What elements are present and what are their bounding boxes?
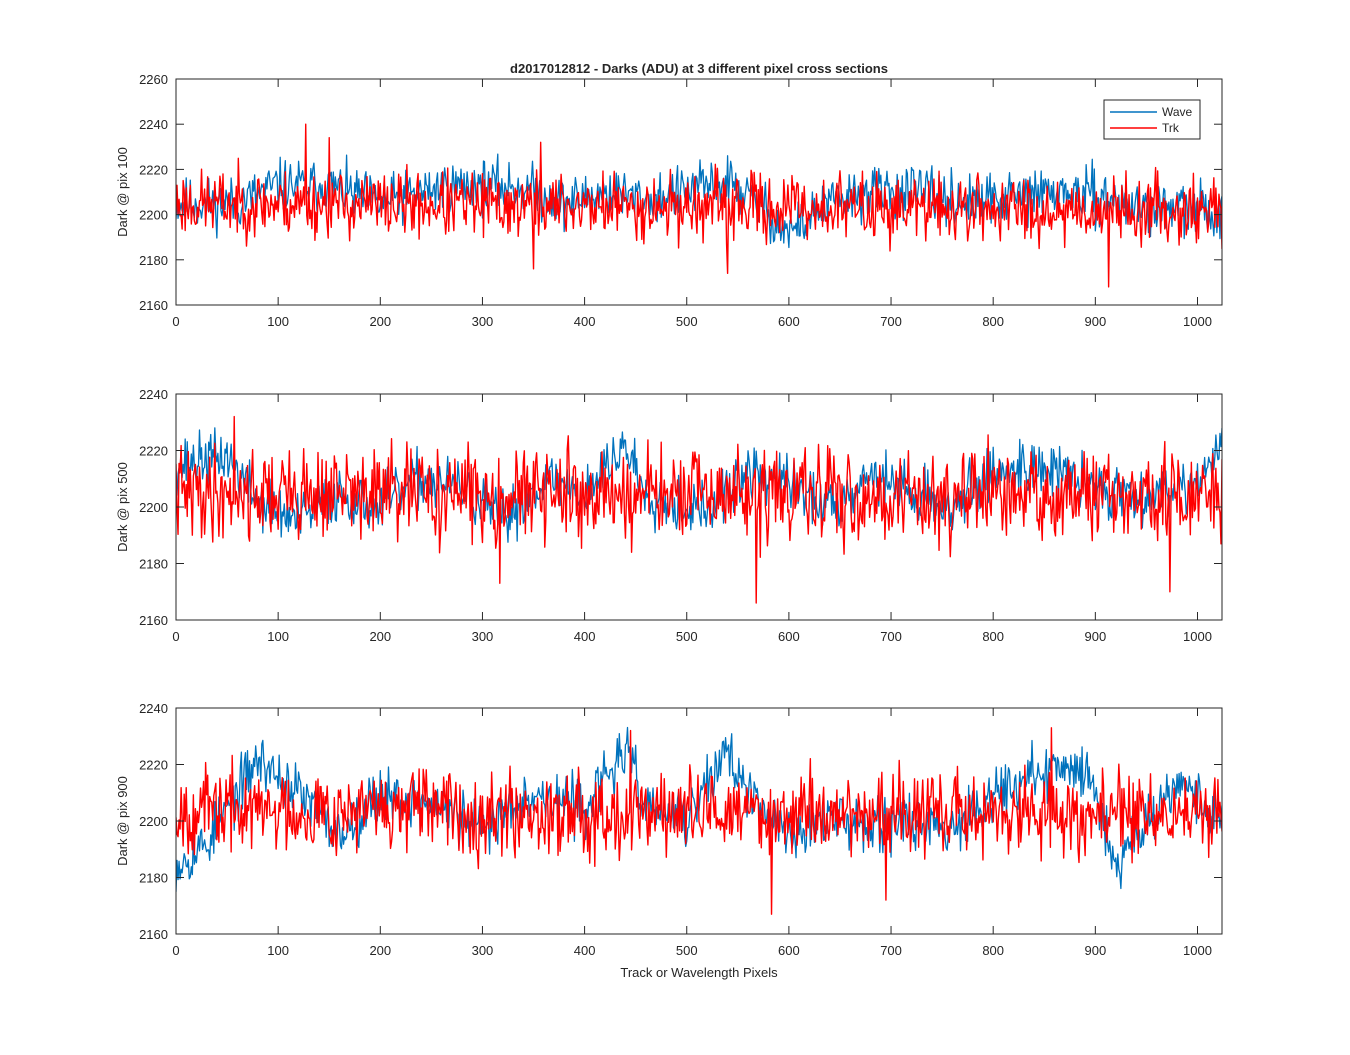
x-tick-label: 600 [778, 314, 800, 329]
x-tick-label: 900 [1084, 629, 1106, 644]
series-trk-line-panel-2 [176, 415, 1222, 604]
x-axis-label: Track or Wavelength Pixels [620, 965, 778, 980]
y-tick-label: 2160 [139, 613, 168, 628]
panel-1: 0 100 200 300 400 500 600 700 800 900 1000 2160 2180… [115, 72, 1223, 329]
x-tick-label: 600 [778, 943, 800, 958]
y-axis-label-panel-2: Dark @ pix 500 [115, 462, 130, 552]
x-tick-label: 700 [880, 629, 902, 644]
legend: Wave Trk [1103, 99, 1201, 140]
legend-label-wave: Wave [1162, 105, 1193, 119]
panel-2: 0 100 200 300 400 500 600 700 800 900 1000 2160 2180… [115, 387, 1223, 644]
x-tick-label: 500 [676, 943, 698, 958]
x-tick-label: 1000 [1183, 314, 1212, 329]
panel-3: 0 100 200 300 400 500 600 700 800 900 1000 2160 2180… [115, 701, 1223, 958]
x-tick-label: 1000 [1183, 629, 1212, 644]
y-axis-label-panel-1: Dark @ pix 100 [115, 147, 130, 237]
x-tick-label: 300 [472, 314, 494, 329]
y-tick-label: 2180 [139, 557, 168, 572]
y-tick-label: 2220 [139, 162, 168, 177]
y-tick-label: 2260 [139, 72, 168, 87]
y-tick-label: 2240 [139, 387, 168, 402]
x-tick-label: 900 [1084, 943, 1106, 958]
y-tick-label: 2180 [139, 253, 168, 268]
x-tick-label: 0 [172, 314, 179, 329]
chart-title: d2017012812 - Darks (ADU) at 3 different… [510, 61, 888, 76]
x-tick-label: 1000 [1183, 943, 1212, 958]
x-tick-label: 0 [172, 629, 179, 644]
x-tick-label: 300 [472, 629, 494, 644]
x-tick-label: 400 [574, 943, 596, 958]
x-tick-label: 100 [267, 943, 289, 958]
y-axis-label-panel-3: Dark @ pix 900 [115, 776, 130, 866]
x-tick-label: 800 [982, 943, 1004, 958]
y-tick-label: 2160 [139, 927, 168, 942]
x-tick-label: 300 [472, 943, 494, 958]
x-tick-label: 400 [574, 314, 596, 329]
x-tick-label: 200 [369, 943, 391, 958]
x-tick-label: 200 [369, 629, 391, 644]
axes-box-panel-1 [175, 78, 1223, 306]
y-tick-label: 2180 [139, 871, 168, 886]
y-tick-label: 2200 [139, 500, 168, 515]
y-tick-label: 2220 [139, 444, 168, 459]
x-tick-label: 900 [1084, 314, 1106, 329]
y-tick-label: 2240 [139, 701, 168, 716]
x-tick-label: 800 [982, 629, 1004, 644]
legend-label-trk: Trk [1162, 121, 1180, 135]
y-tick-label: 2240 [139, 117, 168, 132]
x-tick-label: 100 [267, 629, 289, 644]
x-tick-label: 700 [880, 314, 902, 329]
x-tick-label: 500 [676, 314, 698, 329]
x-tick-label: 700 [880, 943, 902, 958]
series-trk-line-panel-1 [176, 123, 1222, 288]
x-tick-label: 600 [778, 629, 800, 644]
x-tick-label: 400 [574, 629, 596, 644]
x-tick-label: 0 [172, 943, 179, 958]
x-tick-label: 200 [369, 314, 391, 329]
x-tick-label: 100 [267, 314, 289, 329]
x-tick-label: 500 [676, 629, 698, 644]
y-tick-label: 2160 [139, 298, 168, 313]
y-tick-label: 2220 [139, 758, 168, 773]
x-tick-label: 800 [982, 314, 1004, 329]
series-trk-line-panel-3 [176, 727, 1222, 915]
y-tick-label: 2200 [139, 814, 168, 829]
y-tick-label: 2200 [139, 208, 168, 223]
